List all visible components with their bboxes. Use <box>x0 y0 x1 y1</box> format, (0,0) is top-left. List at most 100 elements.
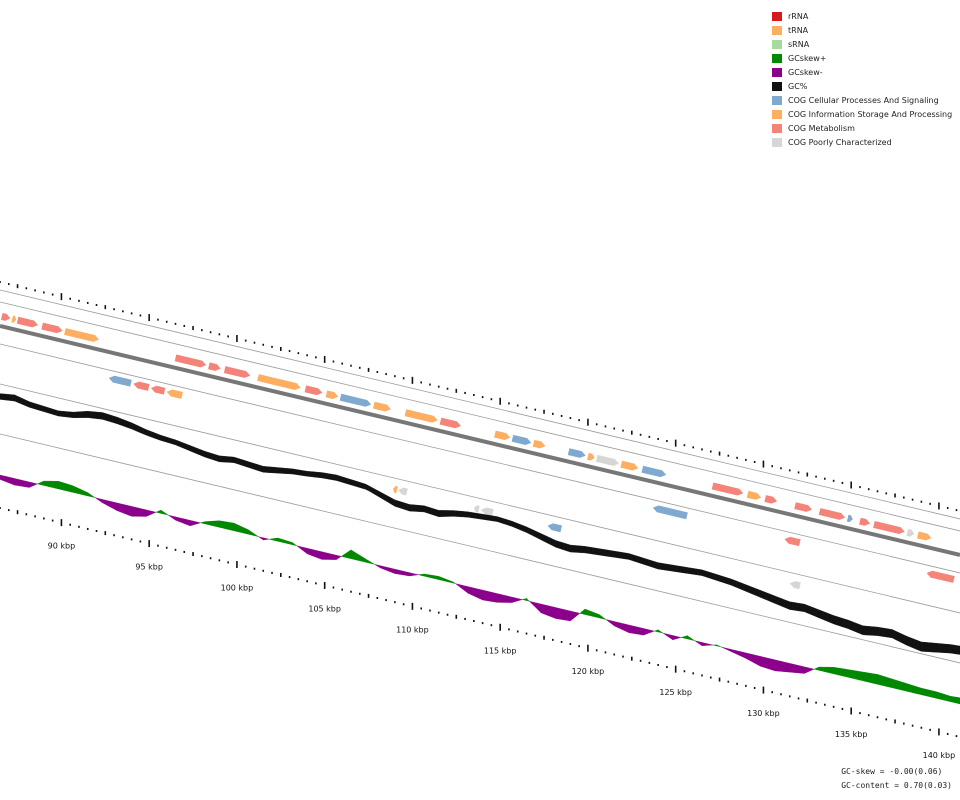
gc-skew-segment <box>68 484 71 493</box>
gc-skew-segment <box>107 500 110 507</box>
gc-content-segment <box>626 552 630 560</box>
gc-content-segment <box>489 515 493 522</box>
gc-skew-segment <box>77 487 81 495</box>
legend-item-gcskew-minus: GCskew- <box>772 65 952 79</box>
gc-content-segment <box>377 490 381 498</box>
gc-content-segment <box>282 467 286 474</box>
gc-skew-segment <box>263 537 266 541</box>
gc-content-segment <box>272 466 276 474</box>
gc-skew-segment <box>828 666 832 674</box>
gc-skew-segment <box>918 687 922 696</box>
gc-content-segment <box>448 510 452 517</box>
gc-content-segment <box>133 423 137 432</box>
gc-content-segment <box>938 643 942 653</box>
gc-content-segment <box>143 428 147 436</box>
gc-skew-segment <box>575 611 578 618</box>
gc-content-segment <box>163 435 166 443</box>
gc-content-segment <box>848 619 851 631</box>
gc-content-segment <box>760 590 764 599</box>
gc-content-segment <box>380 491 383 500</box>
gc-content-segment <box>428 507 432 515</box>
gc-skew-segment <box>436 575 439 580</box>
gc-content-segment <box>302 470 305 477</box>
gc-skew-segment <box>97 498 101 502</box>
gc-skew-segment <box>794 664 798 674</box>
gc-skew-segment <box>24 480 28 488</box>
gc-content-segment <box>482 513 486 521</box>
gc-skew-segment <box>214 520 218 527</box>
gc-content-segment <box>111 415 115 424</box>
gc-skew-segment <box>60 481 64 491</box>
gc-skew-segment <box>706 643 710 646</box>
gc-content-segment <box>50 408 54 415</box>
gc-content-segment <box>406 503 410 512</box>
gc-content-segment <box>477 513 481 520</box>
gc-content-segment <box>228 456 232 463</box>
gc-skew-segment <box>46 480 49 487</box>
gc-skew-segment <box>404 571 408 576</box>
gc-skew-segment <box>472 587 476 597</box>
gc-content-segment <box>19 396 23 405</box>
gc-content-segment <box>9 394 13 402</box>
gc-skew-segment <box>384 566 388 572</box>
kbp-label: 100 kbp <box>221 584 254 593</box>
gc-skew-segment <box>628 624 632 634</box>
gc-content-segment <box>689 567 693 575</box>
gc-skew-segment <box>250 531 254 536</box>
gc-content-segment <box>677 565 681 573</box>
gc-skew-segment <box>253 532 257 537</box>
gc-skew-segment <box>935 691 939 700</box>
gc-skew-segment <box>677 636 681 639</box>
gc-skew-segment <box>618 622 622 630</box>
gc-skew-segment <box>533 602 537 609</box>
legend-label: rRNA <box>788 11 809 21</box>
gc-skew-segment <box>894 679 898 690</box>
gc-skew-segment <box>177 517 181 523</box>
gc-content-segment <box>277 467 281 474</box>
gc-content-segment <box>458 510 461 517</box>
gc-content-segment <box>653 560 656 569</box>
gc-content-segment <box>833 615 837 625</box>
cog-poorly-swatch <box>772 137 782 147</box>
gc-content-segment <box>718 574 722 583</box>
gene-arrow <box>439 417 461 429</box>
gc-content-segment <box>165 436 169 443</box>
gc-content-segment <box>635 555 639 563</box>
gc-content-segment <box>582 545 586 554</box>
gc-skew-segment <box>823 666 827 673</box>
gc-skew-track <box>0 474 960 705</box>
gc-content-segment <box>141 427 145 435</box>
gc-content-segment <box>791 601 795 611</box>
gc-skew-segment <box>143 509 147 517</box>
gc-skew-segment <box>455 583 459 587</box>
gc-content-segment <box>614 550 617 558</box>
gc-content-segment <box>160 434 164 442</box>
gc-skew-segment <box>896 680 900 690</box>
gc-skew-segment <box>270 538 274 541</box>
gc-skew-segment <box>136 507 140 517</box>
gc-skew-segment <box>9 477 13 485</box>
kbp-label: 130 kbp <box>747 709 780 718</box>
gc-skew-segment <box>180 517 184 524</box>
gc-content-segment <box>206 451 210 459</box>
gc-skew-segment <box>11 477 15 486</box>
gc-content-segment <box>650 560 654 568</box>
gc-skew-segment <box>497 593 500 603</box>
gc-content-segment <box>782 598 786 608</box>
gc-content-segment <box>192 446 196 454</box>
gc-content-segment <box>472 512 476 519</box>
gene-arrow <box>587 452 595 461</box>
gc-skew-segment <box>168 514 171 518</box>
gc-content-segment <box>750 586 754 595</box>
gc-skew-segment <box>621 622 625 631</box>
gc-skew-segment <box>704 642 708 646</box>
gc-content-segment <box>114 416 118 424</box>
gc-content-segment <box>548 536 552 546</box>
gene-arrow <box>595 454 619 466</box>
gc-content-segment <box>241 459 244 467</box>
gc-content-segment <box>843 618 847 629</box>
gc-content-segment <box>475 512 478 519</box>
gc-skew-segment <box>482 589 486 601</box>
gc-skew-segment <box>811 668 815 671</box>
gc-content-segment <box>770 593 773 603</box>
